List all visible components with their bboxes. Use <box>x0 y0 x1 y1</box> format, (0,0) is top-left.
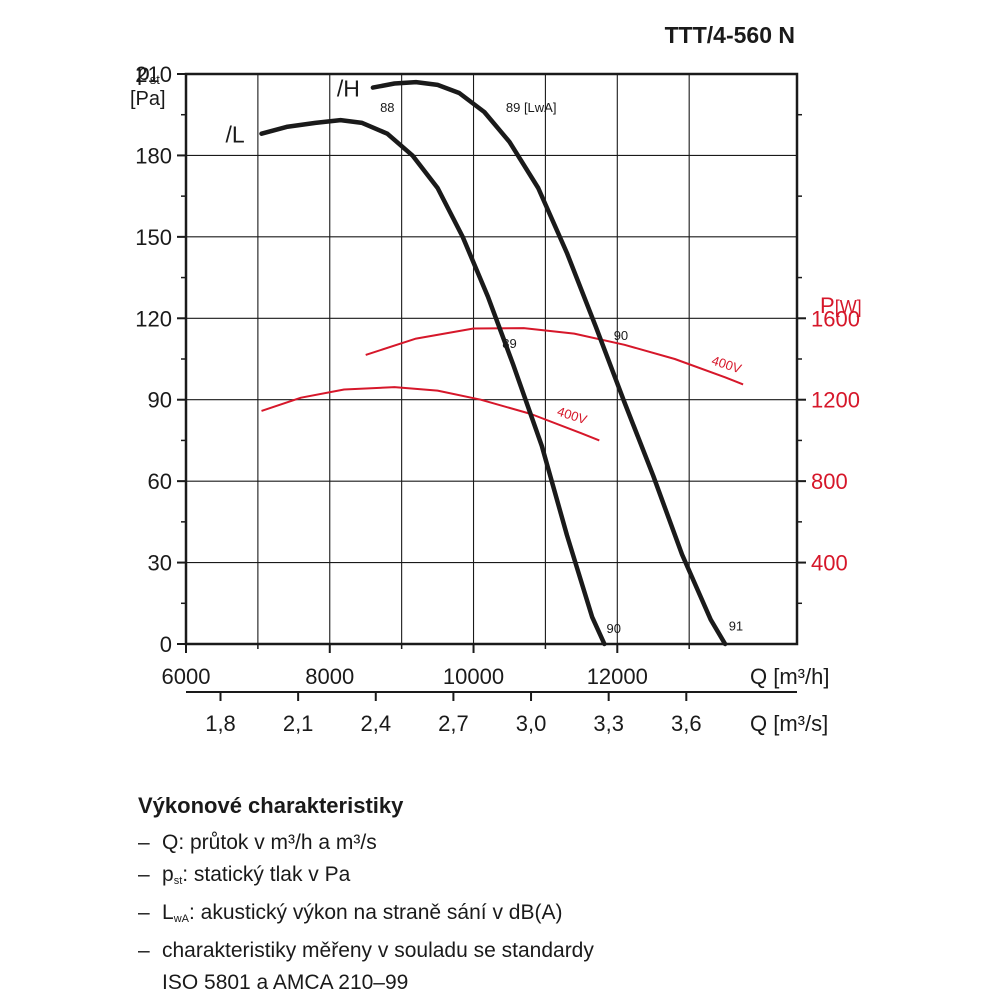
legend-item: ISO 5801 a AMCA 210–99 <box>138 967 938 999</box>
x2-tick-label: 1,8 <box>205 711 236 736</box>
legend-dash: – <box>138 901 150 924</box>
noise-label: 91 <box>729 618 743 633</box>
series-label: /L <box>225 122 244 148</box>
pressure-curve <box>259 117 607 647</box>
legend-dash: – <box>138 939 150 962</box>
x2-tick-label: 3,0 <box>516 711 547 736</box>
x2-tick-label: 3,3 <box>593 711 624 736</box>
voltage-label: 400V <box>555 404 589 428</box>
x2-axis: Q [m³/s] 1,8 2,1 2,4 2,7 3,0 3,3 3,6 <box>186 691 828 736</box>
legend-subscript: wA <box>173 913 189 925</box>
performance-chart: TTT/4-560 N pst [Pa] 0 30 60 90 120 150 180 210… <box>130 22 862 736</box>
legend: Výkonové charakteristiky – Q: průtok v m³… <box>138 793 938 999</box>
legend-item: – charakteristiky měřeny v souladu se sta… <box>138 935 938 967</box>
legend-item: – LwA: akustický výkon na straně sání v d… <box>138 897 938 935</box>
legend-text: charakteristiky měřeny v souladu se stan… <box>162 939 594 962</box>
legend-text: Q: průtok v m³/h a m³/s <box>162 831 377 854</box>
y-tick-label: 30 <box>148 551 172 576</box>
y-tick-label: 0 <box>160 632 172 657</box>
series-label: /H <box>337 76 360 102</box>
x-tick-label: 10000 <box>443 664 504 689</box>
legend-list: – Q: průtok v m³/h a m³/s – pst: statický t… <box>138 827 938 999</box>
x-axis: Q [m³/h] 6000 8000 10000 12000 <box>162 644 829 689</box>
x2-tick-label: 2,7 <box>438 711 469 736</box>
series-group: /L/H <box>225 76 744 647</box>
y2-axis-label: P[W] <box>820 293 862 318</box>
y-tick-label: 90 <box>148 388 172 413</box>
legend-dash: – <box>138 831 150 854</box>
noise-label: 90 <box>614 328 628 343</box>
noise-label: 89 [LwA] <box>506 100 557 115</box>
grid <box>186 73 797 644</box>
y2-tick-label: 400 <box>811 551 848 576</box>
legend-subscript: st <box>173 875 183 887</box>
legend-text: ISO 5801 a AMCA 210–99 <box>162 971 409 994</box>
x2-tick-label: 2,4 <box>360 711 391 736</box>
chart-title: TTT/4-560 N <box>665 22 795 48</box>
y2-tick-label: 1600 <box>811 306 860 331</box>
plot-frame <box>184 72 799 646</box>
legend-item: – Q: průtok v m³/h a m³/s <box>138 827 938 859</box>
y2-tick-label: 800 <box>811 469 848 494</box>
y-axis-unit: [Pa] <box>130 88 166 110</box>
power-curve <box>365 327 744 386</box>
y2-tick-label: 1200 <box>811 388 860 413</box>
legend-item: – pst: statický tlak v Pa <box>138 859 938 897</box>
noise-label: 88 <box>380 100 394 115</box>
y-axis: pst [Pa] 0 30 60 90 120 150 180 210 <box>130 59 186 657</box>
y-tick-label: 120 <box>135 306 172 331</box>
y-tick-label: 150 <box>135 225 172 250</box>
y-axis-label: pst <box>137 59 160 87</box>
x2-tick-label: 2,1 <box>283 711 314 736</box>
y-tick-label: 180 <box>135 143 172 168</box>
legend-text: LwA: akustický výkon na straně sání v dB… <box>162 901 563 925</box>
x-tick-label: 12000 <box>587 664 648 689</box>
x-tick-label: 6000 <box>162 664 211 689</box>
noise-label: 89 <box>502 336 516 351</box>
power-curve <box>261 386 600 442</box>
legend-title: Výkonové charakteristiky <box>138 793 404 818</box>
x2-axis-label: Q [m³/s] <box>750 711 828 736</box>
y-tick-label: 60 <box>148 469 172 494</box>
x2-tick-label: 3,6 <box>671 711 702 736</box>
x-axis-label: Q [m³/h] <box>750 664 829 689</box>
y-tick-label: 210 <box>135 62 172 87</box>
pressure-curve <box>370 79 728 647</box>
legend-dash: – <box>138 863 150 886</box>
legend-text: pst: statický tlak v Pa <box>162 863 351 887</box>
noise-label: 90 <box>607 621 621 636</box>
x-tick-label: 8000 <box>305 664 354 689</box>
y2-axis: P[W] 400 800 1200 1600 <box>797 113 862 605</box>
plot-area <box>184 72 799 646</box>
